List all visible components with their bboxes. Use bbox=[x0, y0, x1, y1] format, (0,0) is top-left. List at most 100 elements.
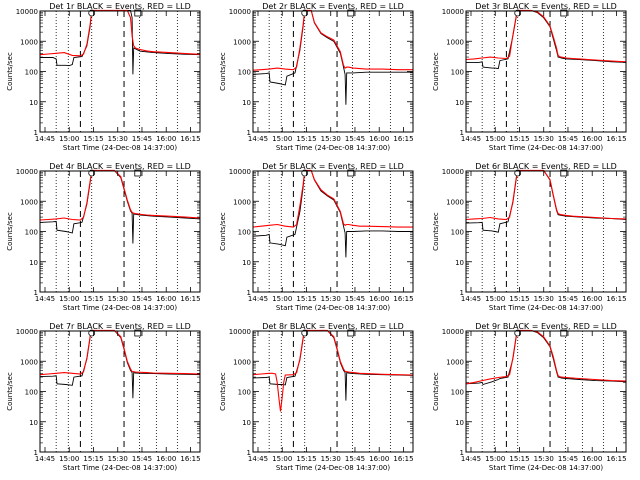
x-tick-label: 15:00 bbox=[59, 135, 79, 143]
x-tick-label: 14:45 bbox=[461, 455, 481, 463]
x-tick-label: 15:00 bbox=[272, 295, 292, 303]
x-tick-label: 14:45 bbox=[248, 135, 268, 143]
y-tick-label: 100 bbox=[238, 229, 251, 237]
x-tick-label: 14:45 bbox=[248, 455, 268, 463]
lld-series-line bbox=[253, 329, 413, 412]
x-tick-label: 16:15 bbox=[393, 135, 413, 143]
y-tick-label: 10 bbox=[455, 99, 464, 107]
detector-panel-6: Det 6r BLACK = Events, RED = LLD 1 10 100 10… bbox=[432, 162, 627, 312]
detector-panel-7: Det 7r BLACK = Events, RED = LLD 1 10 100 10… bbox=[6, 322, 201, 472]
x-axis-label: Start Time (24-Dec-08 14:37:00) bbox=[276, 304, 390, 312]
y-tick-label: 1000 bbox=[446, 358, 464, 366]
x-tick-label: 15:45 bbox=[132, 295, 152, 303]
y-axis-label: Counts/sec bbox=[432, 212, 440, 251]
plot-frame bbox=[465, 170, 627, 293]
y-tick-label: 10 bbox=[29, 99, 38, 107]
x-axis-label: Start Time (24-Dec-08 14:37:00) bbox=[276, 464, 390, 472]
plot-frame bbox=[465, 10, 627, 133]
y-tick-label: 100 bbox=[238, 389, 251, 397]
x-tick-label: 15:45 bbox=[345, 135, 365, 143]
detector-panel-1: Det 1r BLACK = Events, RED = LLD 1 10 100 10… bbox=[6, 2, 201, 152]
x-tick-label: 16:15 bbox=[606, 295, 626, 303]
y-tick-label: 100 bbox=[451, 69, 464, 77]
x-tick-label: 15:00 bbox=[485, 455, 505, 463]
y-axis-label: Counts/sec bbox=[432, 52, 440, 91]
lld-series-line bbox=[40, 9, 200, 57]
x-tick-label: 15:30 bbox=[534, 295, 554, 303]
x-tick-label: 15:15 bbox=[83, 295, 103, 303]
x-tick-label: 15:00 bbox=[485, 135, 505, 143]
lld-series-line bbox=[466, 329, 626, 385]
y-tick-label: 1000 bbox=[20, 38, 38, 46]
x-tick-label: 16:15 bbox=[393, 455, 413, 463]
y-tick-label: 100 bbox=[25, 389, 38, 397]
detector-panel-9: Det 9r BLACK = Events, RED = LLD 1 10 100 10… bbox=[432, 322, 627, 472]
x-tick-label: 14:45 bbox=[248, 295, 268, 303]
panel-title: Det 6r BLACK = Events, RED = LLD bbox=[475, 162, 617, 171]
events-series-line bbox=[466, 9, 626, 70]
square-marker bbox=[134, 9, 142, 17]
square-marker bbox=[134, 329, 142, 337]
y-tick-label: 1 bbox=[34, 129, 38, 137]
x-tick-label: 15:45 bbox=[558, 455, 578, 463]
x-tick-label: 14:45 bbox=[35, 295, 55, 303]
x-tick-label: 16:15 bbox=[180, 135, 200, 143]
x-tick-label: 16:15 bbox=[393, 295, 413, 303]
y-tick-label: 10 bbox=[455, 419, 464, 427]
x-axis-label: Start Time (24-Dec-08 14:37:00) bbox=[489, 144, 603, 152]
detector-panel-2: Det 2r BLACK = Events, RED = LLD 1 10 100 10… bbox=[219, 2, 414, 152]
x-tick-label: 15:00 bbox=[485, 295, 505, 303]
y-tick-label: 100 bbox=[451, 389, 464, 397]
y-tick-label: 1 bbox=[247, 449, 251, 457]
panel-title: Det 8r BLACK = Events, RED = LLD bbox=[262, 322, 404, 331]
square-marker bbox=[560, 9, 568, 17]
x-axis-label: Start Time (24-Dec-08 14:37:00) bbox=[489, 464, 603, 472]
x-tick-label: 15:30 bbox=[108, 295, 128, 303]
x-tick-label: 15:00 bbox=[272, 455, 292, 463]
x-tick-label: 16:00 bbox=[369, 135, 389, 143]
y-axis-label: Counts/sec bbox=[6, 212, 14, 251]
detector-panel-3: Det 3r BLACK = Events, RED = LLD 1 10 100 10… bbox=[432, 2, 627, 152]
plot-frame bbox=[252, 10, 414, 133]
panel-title: Det 4r BLACK = Events, RED = LLD bbox=[49, 162, 191, 171]
y-tick-label: 1000 bbox=[446, 198, 464, 206]
x-tick-label: 16:00 bbox=[369, 295, 389, 303]
y-tick-label: 1 bbox=[460, 449, 464, 457]
square-marker bbox=[347, 169, 355, 177]
plot-frame bbox=[39, 330, 201, 453]
plot-frame bbox=[252, 330, 414, 453]
x-tick-label: 16:00 bbox=[156, 295, 176, 303]
events-series-line bbox=[40, 169, 200, 244]
y-tick-label: 10000 bbox=[16, 328, 38, 336]
x-tick-label: 14:45 bbox=[35, 135, 55, 143]
y-axis-label: Counts/sec bbox=[6, 372, 14, 411]
x-tick-label: 15:45 bbox=[345, 295, 365, 303]
lld-series-line bbox=[40, 169, 200, 221]
lld-series-line bbox=[466, 169, 626, 221]
plot-frame bbox=[39, 10, 201, 133]
square-marker bbox=[347, 329, 355, 337]
events-series-line bbox=[40, 9, 200, 75]
x-tick-label: 15:30 bbox=[321, 295, 341, 303]
x-tick-label: 15:00 bbox=[272, 135, 292, 143]
events-series-line bbox=[253, 329, 413, 401]
x-tick-label: 15:15 bbox=[296, 135, 316, 143]
y-tick-label: 10000 bbox=[229, 328, 251, 336]
y-tick-label: 10 bbox=[242, 419, 251, 427]
y-tick-label: 10000 bbox=[229, 168, 251, 176]
panel-title: Det 2r BLACK = Events, RED = LLD bbox=[262, 2, 404, 11]
panel-title: Det 3r BLACK = Events, RED = LLD bbox=[475, 2, 617, 11]
y-axis-label: Counts/sec bbox=[219, 372, 227, 411]
x-tick-label: 15:30 bbox=[534, 455, 554, 463]
x-tick-label: 16:00 bbox=[582, 455, 602, 463]
square-marker bbox=[347, 9, 355, 17]
square-marker bbox=[560, 329, 568, 337]
panel-title: Det 7r BLACK = Events, RED = LLD bbox=[49, 322, 191, 331]
x-tick-label: 16:15 bbox=[606, 135, 626, 143]
y-tick-label: 100 bbox=[25, 69, 38, 77]
y-tick-label: 10000 bbox=[16, 8, 38, 16]
x-tick-label: 15:15 bbox=[509, 135, 529, 143]
y-tick-label: 1000 bbox=[233, 358, 251, 366]
y-tick-label: 1 bbox=[247, 289, 251, 297]
